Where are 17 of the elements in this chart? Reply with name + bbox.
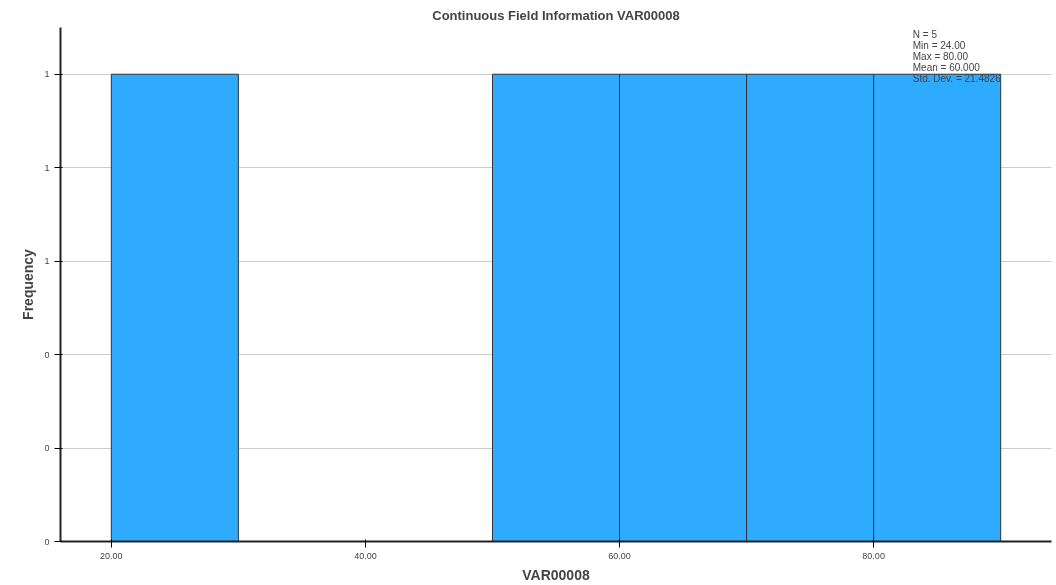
annotation: Min = 24.00 bbox=[912, 39, 966, 51]
annotation: Max = 80.00 bbox=[912, 50, 969, 62]
y-tick-label: 0 bbox=[44, 536, 50, 547]
chart-title: Continuous Field Information VAR00008 bbox=[432, 7, 680, 23]
x-tick-label: 80.00 bbox=[862, 550, 885, 561]
x-tick-label: 40.00 bbox=[354, 550, 377, 561]
x-tick-label: 20.00 bbox=[100, 550, 123, 561]
y-tick-label: 1 bbox=[44, 162, 50, 173]
y-tick-label: 1 bbox=[44, 256, 50, 267]
annotation: Mean = 60.000 bbox=[912, 61, 981, 73]
y-tick-label: 1 bbox=[44, 69, 50, 80]
y-tick-label: 0 bbox=[44, 349, 50, 360]
y-tick-label: 0 bbox=[44, 443, 50, 454]
annotation: N = 5 bbox=[912, 28, 938, 40]
x-tick-label: 60.00 bbox=[608, 550, 631, 561]
x-axis-title: VAR00008 bbox=[522, 566, 590, 583]
y-axis-title: Frequency bbox=[20, 248, 37, 320]
